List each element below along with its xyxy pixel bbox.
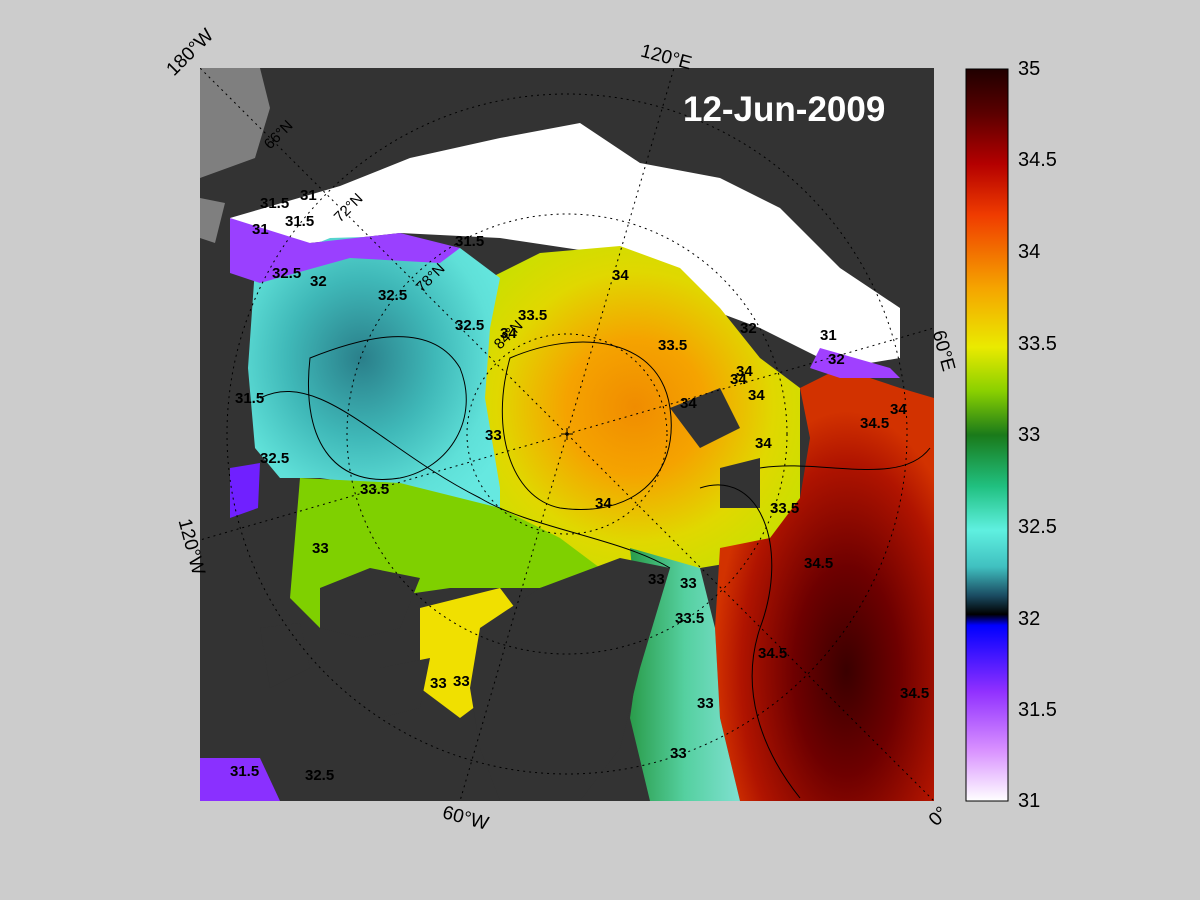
fresh-margin-water <box>230 218 460 283</box>
contour-label: 33 <box>648 571 665 588</box>
contour-label: 32.5 <box>272 265 301 282</box>
contour-label: 32.5 <box>455 317 484 334</box>
colorbar <box>965 68 1009 802</box>
central-basin-water <box>470 246 800 568</box>
shelf-water <box>630 548 740 801</box>
fresh-margin-water <box>230 463 260 518</box>
contour-value-labels: 31.5 31 31.5 31 31.5 32.5 32 32.5 32.5 3… <box>230 187 929 784</box>
colorbar-tick: 33.5 <box>1018 333 1057 355</box>
graticule <box>200 68 934 801</box>
contour-label: 33 <box>312 540 329 557</box>
contour-label: 31.5 <box>230 763 259 780</box>
colorbar-tick: 32.5 <box>1018 516 1057 538</box>
contour-label: 34 <box>612 267 629 284</box>
contour-label: 34 <box>890 401 907 418</box>
contour-label: 34 <box>736 363 753 380</box>
contour-label: 31.5 <box>260 195 289 212</box>
contour-label: 33.5 <box>770 500 799 517</box>
contour-label: 34.5 <box>860 415 889 432</box>
contour-label: 33 <box>697 695 714 712</box>
north-pole-marker <box>561 428 573 440</box>
contour-label: 31 <box>820 327 837 344</box>
contour-label: 34 <box>730 371 747 388</box>
contour-label: 33 <box>680 575 697 592</box>
contour-label: 31 <box>300 187 317 204</box>
contour-label: 33.5 <box>658 337 687 354</box>
contour-label: 34 <box>595 495 612 512</box>
greenland-land <box>470 558 670 801</box>
atlantic-water <box>715 368 934 801</box>
contour-label: 33.5 <box>518 307 547 324</box>
beaufort-gyre-water <box>248 236 500 508</box>
contour-label: 34 <box>755 435 772 452</box>
contour-label: 31 <box>252 221 269 238</box>
contour-label: 32.5 <box>260 450 289 467</box>
fresh-margin-water <box>810 348 900 378</box>
contour-label: 34 <box>748 387 765 404</box>
contour-label: 31.5 <box>285 213 314 230</box>
colorbar-tick: 31 <box>1018 790 1041 812</box>
contour-label: 32 <box>740 320 757 337</box>
contour-label: 34 <box>680 395 697 412</box>
contour-lines <box>259 336 931 799</box>
colorbar-tick: 34 <box>1018 241 1041 263</box>
contour-label: 32.5 <box>378 287 407 304</box>
contour-label: 34.5 <box>758 645 787 662</box>
colorbar-tick: 31.5 <box>1018 699 1057 721</box>
colorbar-tick: 35 <box>1018 58 1041 80</box>
fresh-margin-water <box>200 758 280 801</box>
contour-label: 33 <box>453 673 470 690</box>
colorbar-tick: 33 <box>1018 424 1041 446</box>
colorbar-tick: 32 <box>1018 608 1041 630</box>
contour-label: 33.5 <box>360 481 389 498</box>
contour-label: 34 <box>500 325 517 342</box>
date-title: 12-Jun-2009 <box>683 90 886 129</box>
contour-label: 33 <box>670 745 687 762</box>
contour-label: 33 <box>430 675 447 692</box>
contour-label: 32 <box>310 273 327 290</box>
outside-domain-patch <box>200 68 270 178</box>
archipelago-islands <box>260 568 430 718</box>
contour-label: 33.5 <box>675 610 704 627</box>
contour-label: 31.5 <box>235 390 264 407</box>
arctic-salinity-map: 31.5 31 31.5 31 31.5 32.5 32 32.5 32.5 3… <box>200 68 934 801</box>
colorbar-tick: 34.5 <box>1018 149 1057 171</box>
contour-label: 34.5 <box>804 555 833 572</box>
contour-label: 31.5 <box>455 233 484 250</box>
longitude-label-0: 0° <box>924 802 953 831</box>
outside-domain-patch <box>200 198 225 243</box>
contour-label: 32 <box>828 351 845 368</box>
svalbard-islands <box>670 388 760 508</box>
contour-label: 32.5 <box>305 767 334 784</box>
contour-label: 33 <box>485 427 502 444</box>
contour-label: 34.5 <box>900 685 929 702</box>
sea-ice-region <box>230 123 900 368</box>
longitude-label-60w: 60°W <box>440 802 491 835</box>
